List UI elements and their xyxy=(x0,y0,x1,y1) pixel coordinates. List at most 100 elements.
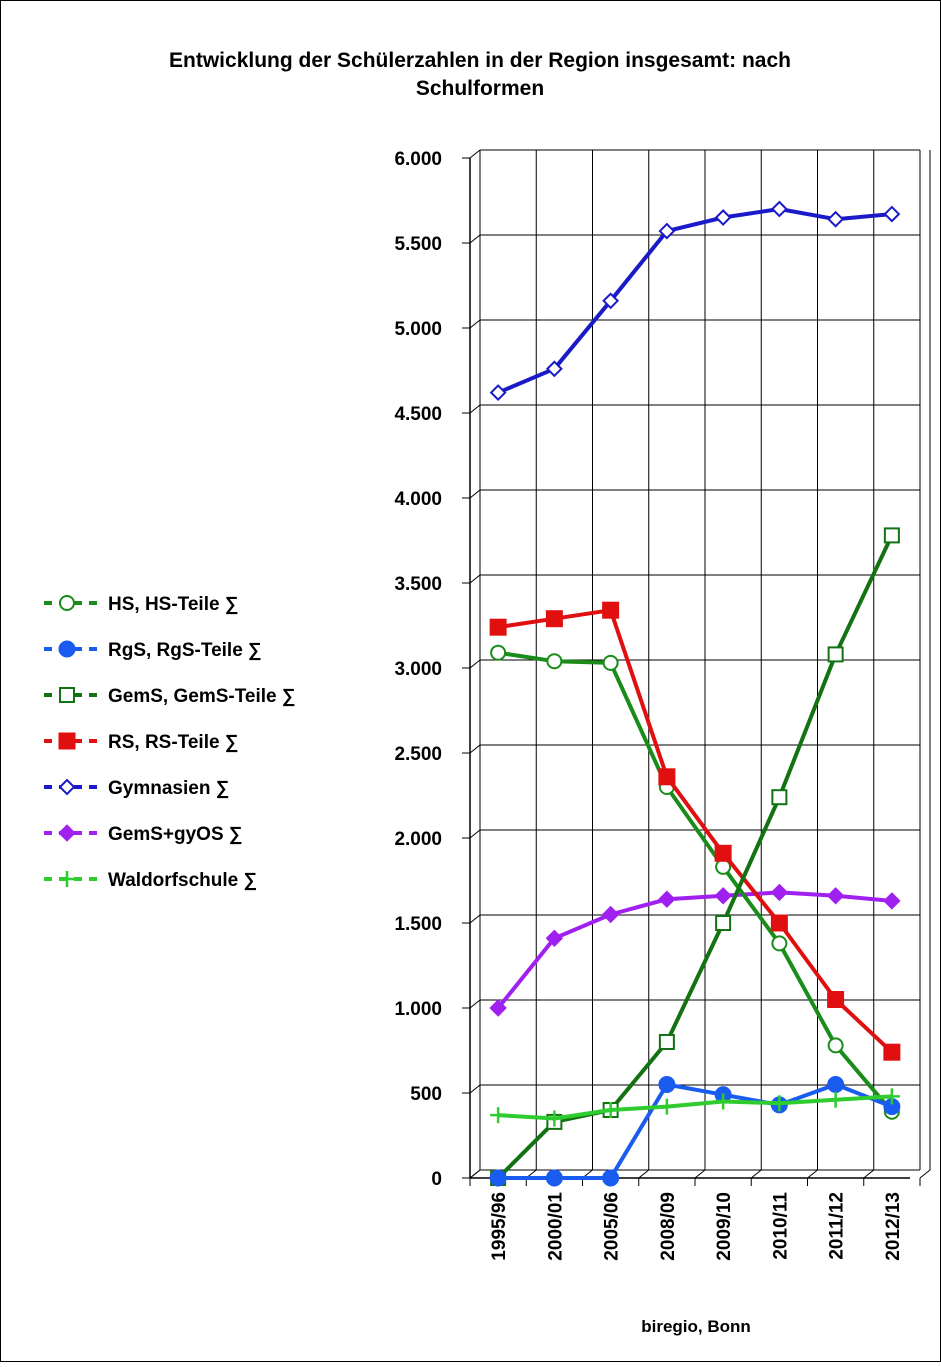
legend-item: Gymnasien ∑ xyxy=(44,778,229,799)
data-point xyxy=(770,883,789,902)
y-tick-label: 3.000 xyxy=(394,659,442,680)
y-gridline-depth xyxy=(469,1084,481,1094)
y-tick-label: 500 xyxy=(410,1084,442,1105)
y-gridline-depth xyxy=(469,829,481,839)
data-point xyxy=(827,1091,844,1108)
data-point xyxy=(827,646,844,663)
series-3 xyxy=(489,601,901,1061)
series-line xyxy=(496,890,893,1010)
y-tick-label: 2.000 xyxy=(394,829,442,850)
data-point xyxy=(658,222,676,240)
x-gridline-depth xyxy=(750,1169,762,1179)
series-line xyxy=(497,207,893,395)
x-tick-label: 2009/10 xyxy=(714,1192,735,1261)
y-tick-label: 5.000 xyxy=(394,319,442,340)
data-point xyxy=(658,890,676,908)
data-point xyxy=(545,610,563,628)
legend-marker xyxy=(59,595,75,611)
legend-label: HS, HS-Teile ∑ xyxy=(108,594,238,615)
x-tick-label: 2000/01 xyxy=(545,1192,566,1261)
x-tick-label: 2012/13 xyxy=(883,1192,904,1261)
data-point xyxy=(714,209,732,226)
data-point xyxy=(771,1095,788,1112)
legend-item: GemS+gyOS ∑ xyxy=(44,824,242,845)
y-tick-label: 0 xyxy=(431,1169,442,1190)
y-gridline-depth xyxy=(469,319,481,329)
legend-marker xyxy=(58,778,76,796)
legend-marker xyxy=(59,687,75,703)
y-tick-label: 5.500 xyxy=(394,234,442,255)
data-point xyxy=(714,887,732,905)
x-gridline-depth xyxy=(469,1169,481,1179)
legend-label: RS, RS-Teile ∑ xyxy=(108,732,238,753)
legend-item: HS, HS-Teile ∑ xyxy=(44,594,238,615)
legend-item: GemS, GemS-Teile ∑ xyxy=(44,686,295,707)
x-gridline-depth xyxy=(807,1169,818,1179)
y-tick-label: 4.500 xyxy=(394,404,442,425)
data-point xyxy=(715,1093,732,1110)
series-line xyxy=(496,534,894,1180)
data-point xyxy=(658,1098,675,1115)
data-point xyxy=(770,200,788,218)
data-point xyxy=(601,905,620,924)
series-6 xyxy=(490,1088,900,1127)
data-point xyxy=(658,768,676,786)
data-point xyxy=(658,1034,675,1050)
data-point xyxy=(489,999,507,1017)
legend-label: RgS, RgS-Teile ∑ xyxy=(108,640,262,661)
legend-label: Gymnasien ∑ xyxy=(108,778,229,799)
data-point xyxy=(489,1169,507,1187)
data-point xyxy=(883,892,901,910)
y-tick-label: 6.000 xyxy=(394,149,442,170)
legend-item: RgS, RgS-Teile ∑ xyxy=(44,640,262,661)
data-point xyxy=(546,1110,563,1127)
y-tick-label: 2.500 xyxy=(394,744,442,765)
data-point xyxy=(826,887,845,905)
grid xyxy=(469,149,931,1179)
y-gridline-depth xyxy=(469,149,481,159)
series-line xyxy=(498,1094,892,1121)
data-point xyxy=(770,914,788,932)
data-point xyxy=(827,1037,844,1054)
data-point xyxy=(602,1169,620,1187)
legend-label: Waldorfschule ∑ xyxy=(108,870,257,891)
data-point xyxy=(545,360,563,378)
y-gridline-depth xyxy=(469,744,481,754)
legend: HS, HS-Teile ∑ RgS, RgS-Teile ∑ GemS, GemS… xyxy=(44,594,295,891)
legend-label: GemS+gyOS ∑ xyxy=(108,824,242,845)
data-point xyxy=(883,1043,901,1061)
series-line xyxy=(497,650,894,1113)
x-tick-label: 2005/06 xyxy=(602,1192,623,1261)
legend-marker xyxy=(58,732,76,750)
y-gridline-depth xyxy=(469,914,481,924)
data-point xyxy=(658,1076,676,1093)
data-point xyxy=(883,205,901,223)
y-tick-label: 3.500 xyxy=(394,574,442,595)
chart-title-line-1: Entwicklung der Schülerzahlen in der Reg… xyxy=(169,49,791,72)
x-tick-label: 1995/96 xyxy=(489,1192,510,1261)
y-tick-label: 1.500 xyxy=(394,914,442,935)
x-tick-label: 2010/11 xyxy=(770,1192,791,1260)
x-tick-label: 2011/12 xyxy=(827,1192,848,1260)
x-gridline-depth xyxy=(638,1169,650,1179)
series-line xyxy=(497,608,894,1054)
data-point xyxy=(827,991,845,1008)
data-point xyxy=(715,915,732,931)
x-gridline-depth xyxy=(919,1169,931,1179)
data-point xyxy=(546,653,563,670)
data-point xyxy=(883,527,900,544)
series-line xyxy=(498,1082,893,1180)
legend-marker xyxy=(59,871,75,887)
series-4 xyxy=(489,200,901,402)
legend-item: Waldorfschule ∑ xyxy=(44,870,257,891)
y-gridline-depth xyxy=(469,234,481,244)
data-point xyxy=(489,384,507,402)
series-5 xyxy=(489,883,901,1017)
legend-item: RS, RS-Teile ∑ xyxy=(44,732,238,753)
data-point xyxy=(771,789,788,806)
data-point xyxy=(714,844,732,862)
data-point xyxy=(771,935,788,952)
y-gridline-depth xyxy=(469,999,481,1009)
